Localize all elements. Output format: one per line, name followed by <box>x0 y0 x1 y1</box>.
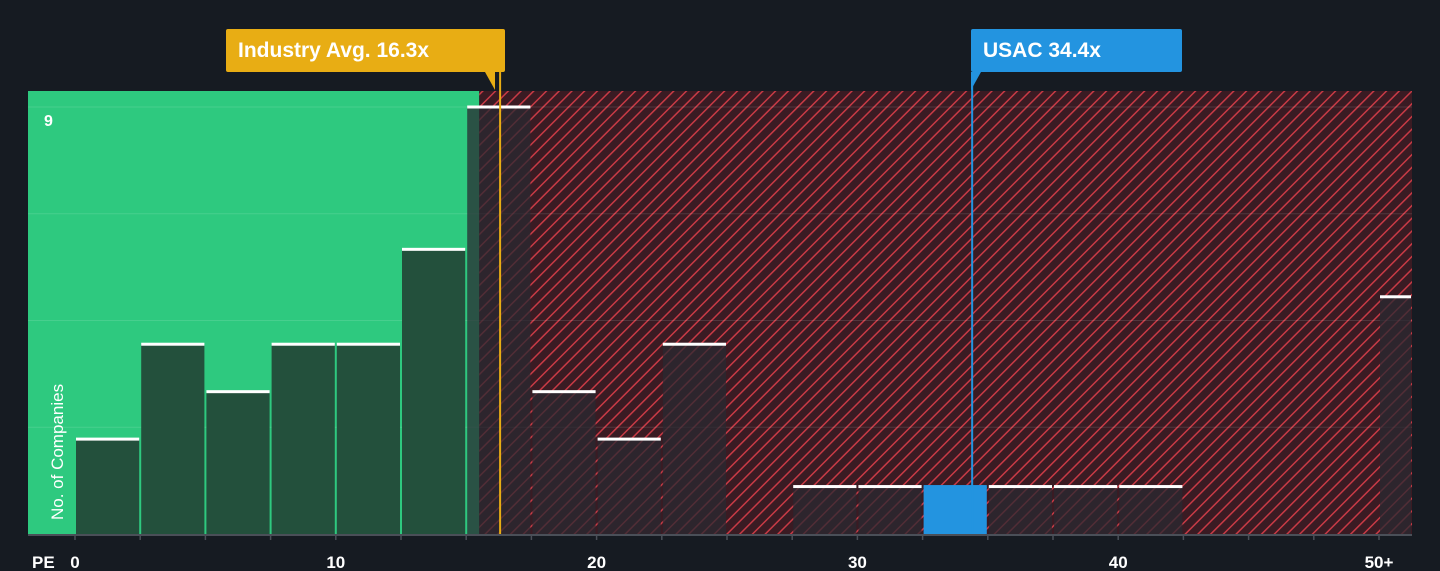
bar-top-10 <box>793 485 857 489</box>
bar-top-8 <box>597 437 661 441</box>
bar-4 <box>336 344 400 534</box>
bar-top-16 <box>1380 295 1411 299</box>
bar-top-11 <box>858 485 922 489</box>
bar-5 <box>402 249 466 535</box>
bar-top-13 <box>988 485 1052 489</box>
x-tick-label: 30 <box>848 553 867 571</box>
bar-7 <box>532 391 596 534</box>
industry-average-callout: Industry Avg. 16.3x <box>226 29 505 90</box>
bar-15 <box>1119 486 1183 534</box>
bar-13 <box>988 486 1052 534</box>
bar-14 <box>1054 486 1118 534</box>
bar-8 <box>597 439 661 534</box>
company-callout-pointer <box>971 72 981 90</box>
bar-2 <box>206 391 270 534</box>
x-tick-label: 50+ <box>1365 553 1394 571</box>
bar-top-7 <box>532 390 596 394</box>
x-tick-label: 40 <box>1109 553 1128 571</box>
x-tick-label: 0 <box>70 553 79 571</box>
bar-top-0 <box>76 437 140 441</box>
x-axis-label: PE <box>32 553 55 571</box>
y-axis-label: No. of Companies <box>48 383 67 520</box>
company-pe-label: USAC 34.4x <box>983 39 1101 62</box>
bar-10 <box>793 486 857 534</box>
bar-1 <box>141 344 205 534</box>
bar-top-3 <box>271 342 335 346</box>
y-tick-label: 9 <box>44 113 53 130</box>
bar-top-14 <box>1054 485 1118 489</box>
bar-3 <box>271 344 335 534</box>
company-pe-callout: USAC 34.4x <box>971 29 1182 90</box>
bar-11 <box>858 486 922 534</box>
bar-top-15 <box>1119 485 1183 489</box>
bar-top-5 <box>402 247 466 251</box>
bar-0 <box>76 439 140 534</box>
bar-top-6 <box>467 105 531 109</box>
x-tick-label: 10 <box>326 553 345 571</box>
bar-16 <box>1380 296 1411 534</box>
industry-callout-pointer <box>485 72 495 90</box>
bar-top-2 <box>206 390 270 394</box>
x-tick-label: 20 <box>587 553 606 571</box>
bar-top-12 <box>923 485 987 489</box>
bar-top-4 <box>336 342 400 346</box>
industry-average-label: Industry Avg. 16.3x <box>238 39 430 62</box>
bar-6 <box>467 107 531 534</box>
bar-9 <box>662 344 726 534</box>
bar-12 <box>923 486 987 534</box>
bar-top-9 <box>662 342 726 346</box>
bar-top-1 <box>141 342 205 346</box>
